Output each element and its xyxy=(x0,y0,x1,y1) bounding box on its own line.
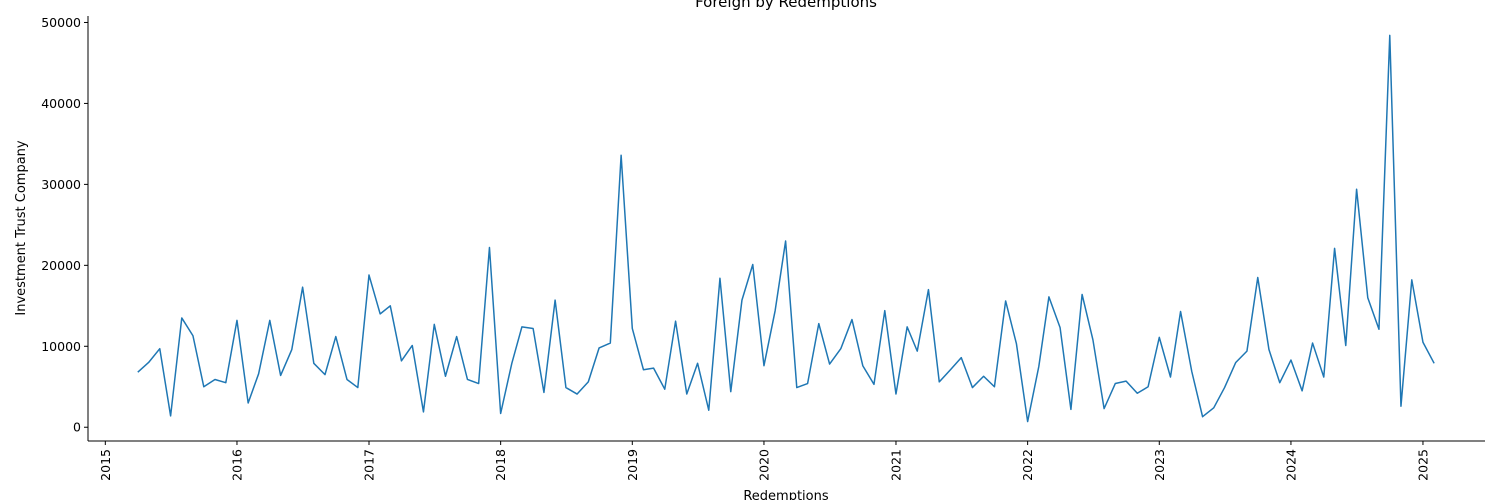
x-tick-label: 2018 xyxy=(493,449,508,481)
x-tick-label: 2016 xyxy=(229,449,244,481)
y-tick-label: 0 xyxy=(73,420,81,435)
x-tick-label: 2017 xyxy=(361,449,376,481)
y-axis-label: Investment Trust Company xyxy=(14,140,29,316)
x-axis-label: Redemptions xyxy=(743,489,829,500)
y-tick-label: 30000 xyxy=(41,177,81,192)
chart-title: Foreign by Redemptions xyxy=(695,0,877,11)
x-tick-label: 2021 xyxy=(888,449,903,481)
x-tick-label: 2022 xyxy=(1020,449,1035,481)
data-series-line xyxy=(137,34,1435,423)
x-tick-label: 2019 xyxy=(625,449,640,481)
x-axis-ticks: 2015 2016 2017 2018 2019 2020 2021 2022 2023 2024… xyxy=(98,441,1430,481)
x-tick-label: 2023 xyxy=(1152,449,1167,481)
x-tick-label: 2024 xyxy=(1283,449,1298,481)
y-axis-ticks: 0 10000 20000 30000 40000 50000 xyxy=(41,15,88,435)
y-tick-label: 10000 xyxy=(41,339,81,354)
y-tick-label: 20000 xyxy=(41,258,81,273)
x-tick-label: 2015 xyxy=(98,449,113,481)
x-tick-label: 2020 xyxy=(756,449,771,481)
y-tick-label: 50000 xyxy=(41,15,81,30)
y-tick-label: 40000 xyxy=(41,96,81,111)
x-tick-label: 2025 xyxy=(1415,449,1430,481)
